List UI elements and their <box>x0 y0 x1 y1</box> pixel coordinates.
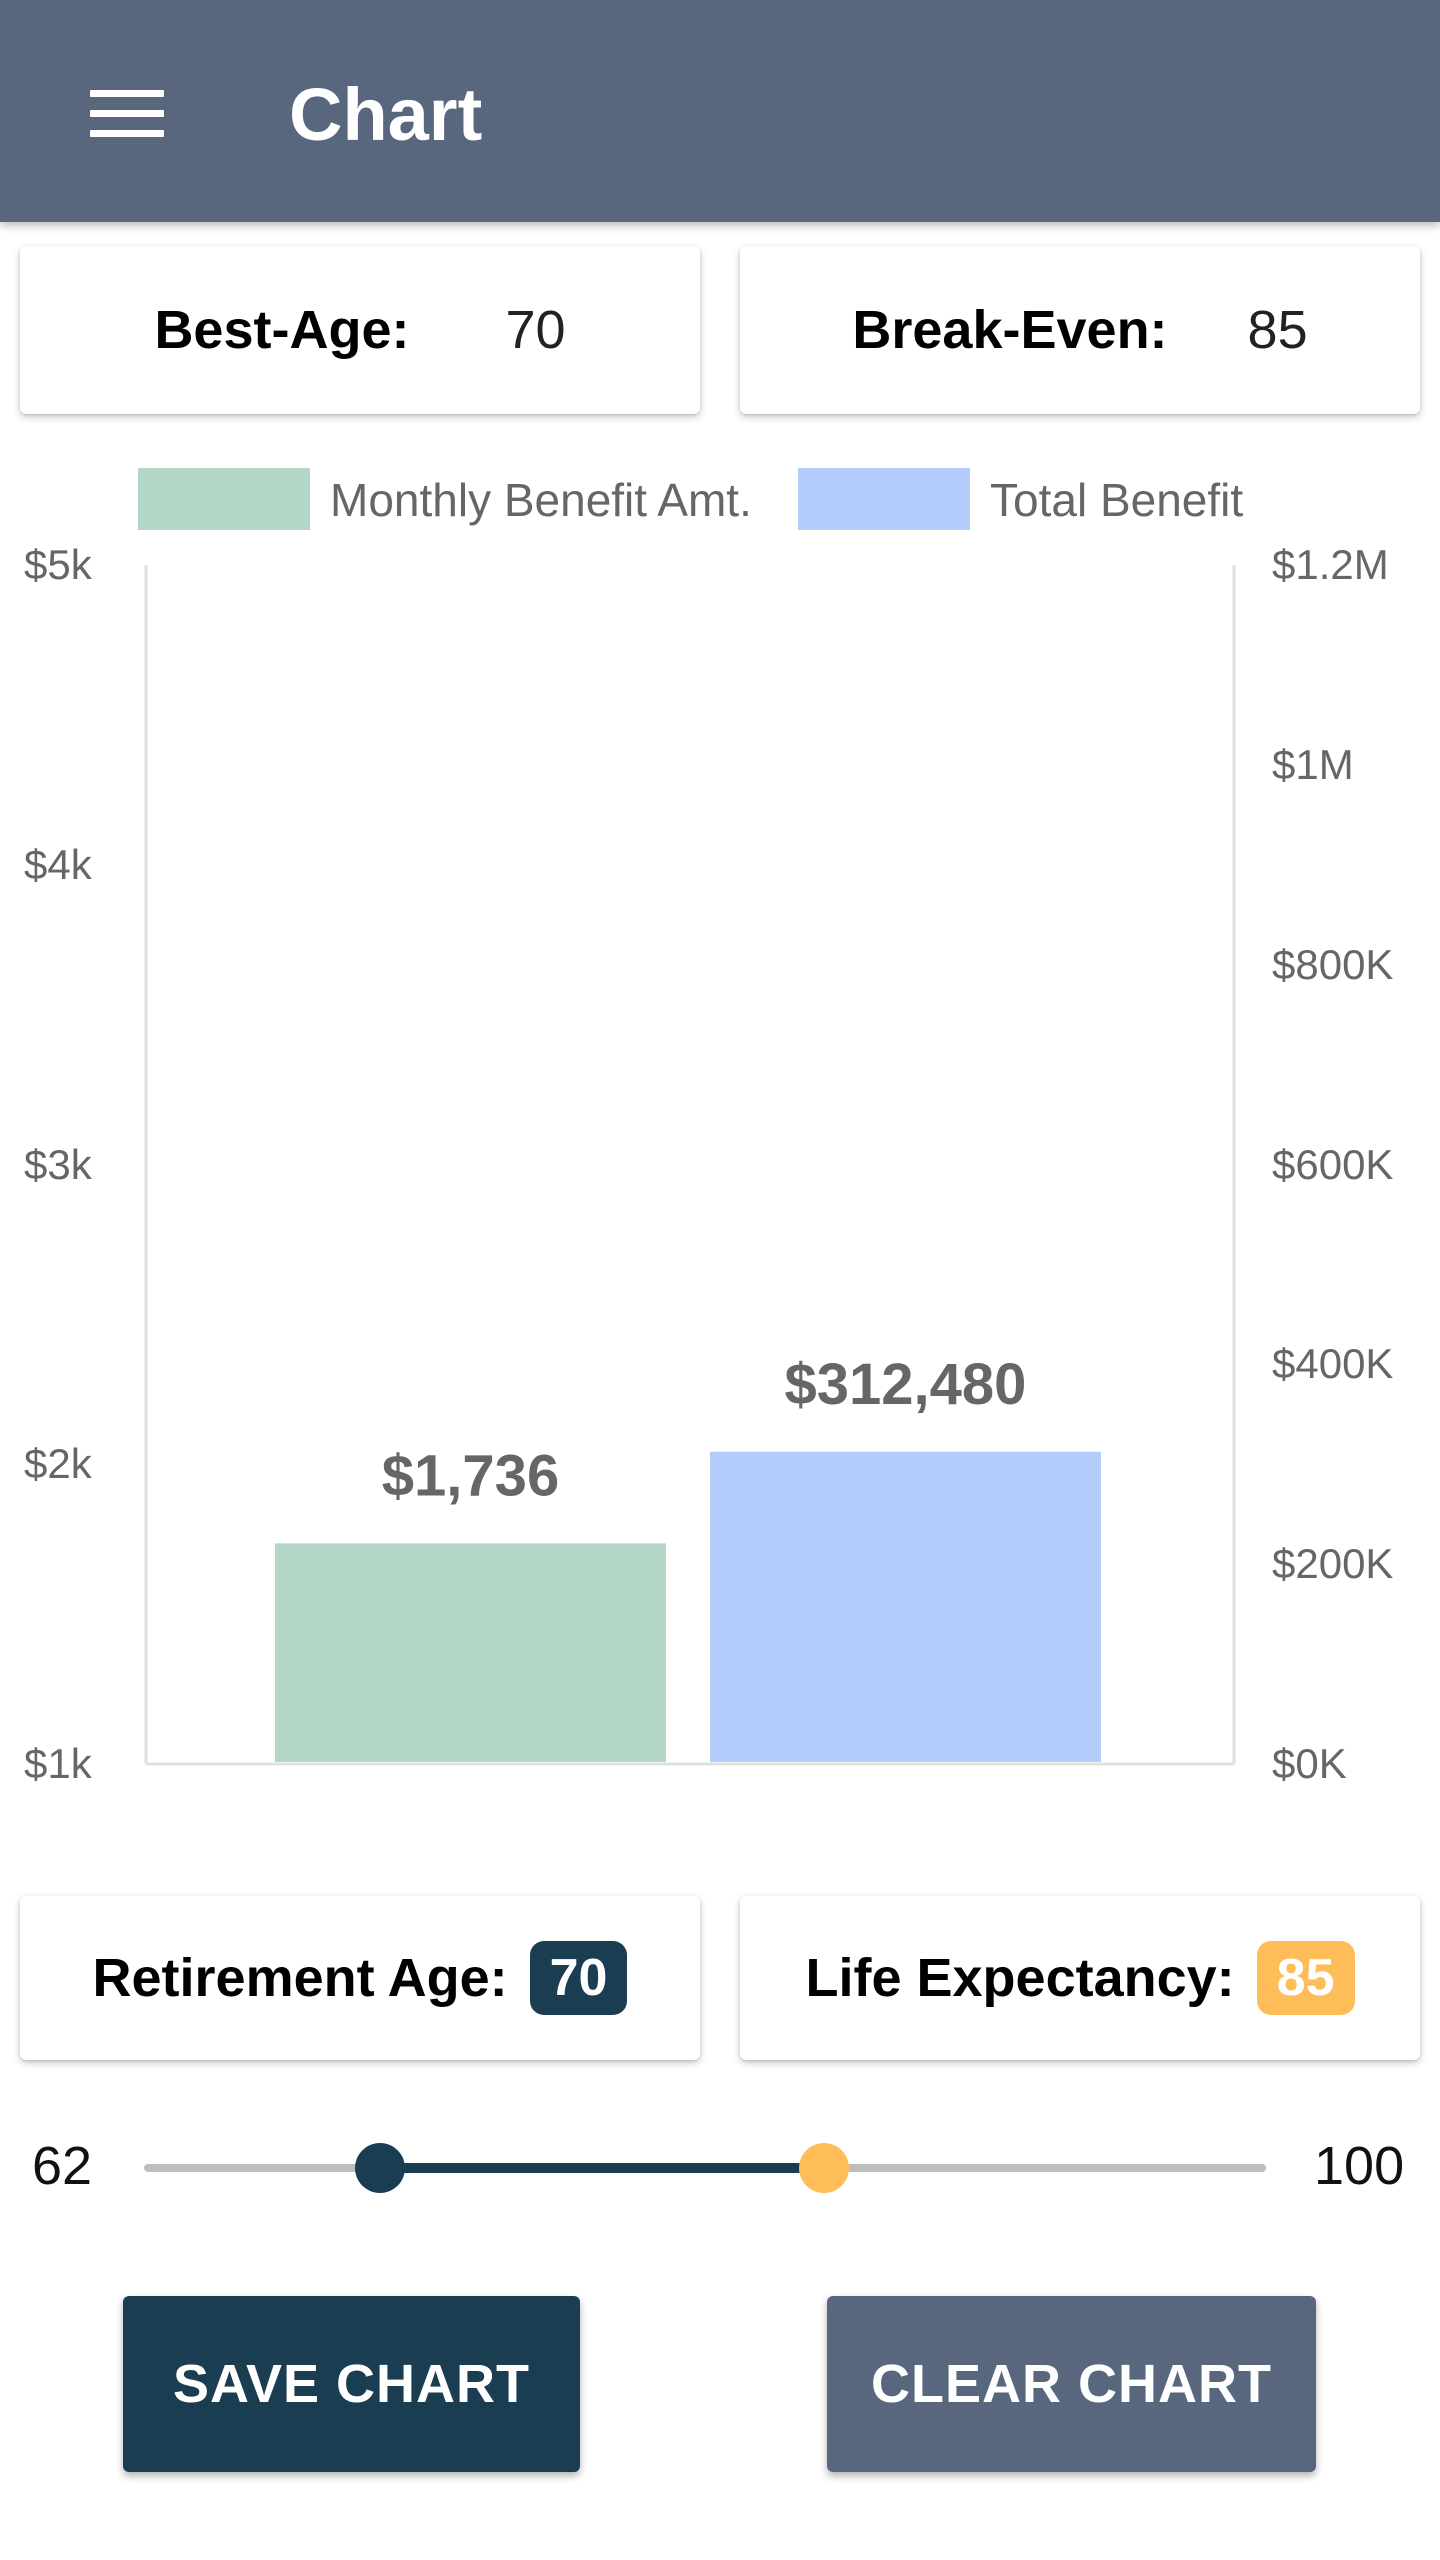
best-age-label: Best-Age: <box>154 300 410 360</box>
left-axis-tick: $4k <box>24 840 92 888</box>
legend-label-total: Total Benefit <box>990 474 1244 526</box>
legend-swatch-total <box>798 468 970 530</box>
break-even-card: Break-Even: 85 <box>740 246 1420 414</box>
slider-min-label: 62 <box>32 2136 93 2196</box>
right-axis-tick: $200K <box>1272 1540 1394 1588</box>
slider-max-label: 100 <box>1314 2136 1405 2196</box>
app-bar: Chart <box>0 0 1440 222</box>
life-expectancy-thumb[interactable] <box>799 2143 849 2193</box>
left-axis-tick: $1k <box>24 1740 92 1787</box>
life-expectancy-badge: 85 <box>1256 1941 1355 2015</box>
best-age-value: 70 <box>505 300 566 360</box>
right-axis-tick: $800K <box>1272 940 1394 988</box>
left-axis-tick: $2k <box>24 1440 92 1488</box>
retirement-age-label: Retirement Age: <box>92 1948 508 2008</box>
slider-active-track <box>380 2163 824 2173</box>
legend-swatch-monthly <box>138 468 310 530</box>
save-chart-button[interactable]: SAVE CHART <box>123 2296 580 2472</box>
chart-legend: Monthly Benefit Amt. Total Benefit <box>0 468 1440 530</box>
life-expectancy-label: Life Expectancy: <box>805 1948 1235 2008</box>
left-axis-tick: $3k <box>24 1140 92 1188</box>
bar-label-total-benefit: $312,480 <box>785 1352 1027 1417</box>
right-axis-tick: $1M <box>1272 740 1354 788</box>
bar-total-benefit <box>710 1451 1101 1762</box>
benefit-chart: $1,736 $312,480 <box>144 565 1236 1766</box>
retirement-age-card: Retirement Age: 70 <box>20 1896 700 2060</box>
retirement-age-thumb[interactable] <box>355 2143 405 2193</box>
life-expectancy-card: Life Expectancy: 85 <box>740 1896 1420 2060</box>
break-even-value: 85 <box>1247 300 1308 360</box>
right-axis-tick: $1.2M <box>1272 541 1389 588</box>
menu-icon[interactable] <box>90 90 164 138</box>
right-axis-tick: $0K <box>1272 1740 1347 1787</box>
clear-chart-button[interactable]: CLEAR CHART <box>827 2296 1316 2472</box>
right-axis-tick: $600K <box>1272 1140 1394 1188</box>
page-title: Chart <box>289 73 483 156</box>
bar-monthly-benefit <box>275 1543 666 1762</box>
retirement-age-badge: 70 <box>529 1941 628 2015</box>
legend-label-monthly: Monthly Benefit Amt. <box>330 474 752 526</box>
best-age-card: Best-Age: 70 <box>20 246 700 414</box>
left-axis-tick: $5k <box>24 541 92 588</box>
break-even-label: Break-Even: <box>852 300 1168 360</box>
right-axis-tick: $400K <box>1272 1340 1394 1388</box>
bar-label-monthly-benefit: $1,736 <box>382 1443 559 1508</box>
